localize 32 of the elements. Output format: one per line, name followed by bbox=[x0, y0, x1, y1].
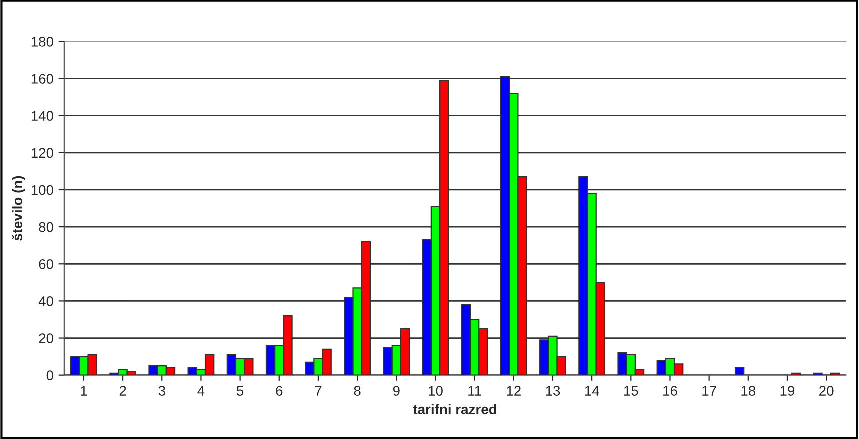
y-tick-label: 120 bbox=[32, 148, 54, 158]
y-tick-label: 80 bbox=[39, 222, 54, 232]
y-tick-label: 100 bbox=[32, 185, 54, 196]
x-tick-label: 9 bbox=[393, 386, 400, 396]
y-tick-label: 60 bbox=[39, 259, 54, 270]
x-axis-title: tarifni razred bbox=[413, 404, 496, 414]
x-tick-label: 6 bbox=[276, 386, 283, 396]
x-tick-label: 4 bbox=[198, 386, 205, 396]
y-tick-label: 0 bbox=[46, 370, 54, 381]
x-tick-label: 18 bbox=[742, 386, 756, 396]
x-tick-label: 3 bbox=[158, 386, 166, 396]
x-tick-label: 14 bbox=[585, 386, 600, 396]
x-tick-label: 12 bbox=[507, 386, 521, 396]
x-tick-label: 1 bbox=[81, 386, 88, 396]
x-tick-label: 5 bbox=[237, 386, 244, 396]
y-tick-label: 40 bbox=[38, 296, 54, 306]
y-tick-label: 160 bbox=[32, 74, 54, 84]
y-tick-label: 20 bbox=[39, 334, 54, 344]
x-tick-label: 16 bbox=[664, 386, 678, 396]
y-tick-label: 180 bbox=[32, 37, 54, 47]
y-axis-title: število (n) bbox=[12, 176, 26, 241]
x-tick-label: 15 bbox=[624, 386, 638, 396]
x-tick-label: 2 bbox=[120, 386, 126, 396]
x-tick-label: 7 bbox=[315, 386, 322, 396]
x-tick-label: 20 bbox=[820, 386, 834, 396]
x-tick-label: 17 bbox=[702, 386, 716, 396]
y-tick-label: 140 bbox=[32, 111, 54, 122]
x-tick-label: 8 bbox=[354, 386, 361, 396]
x-tick-label: 13 bbox=[546, 386, 560, 396]
x-tick-label: 10 bbox=[429, 386, 443, 396]
x-tick-label: 19 bbox=[780, 386, 795, 396]
x-tick-label: 11 bbox=[468, 386, 482, 396]
